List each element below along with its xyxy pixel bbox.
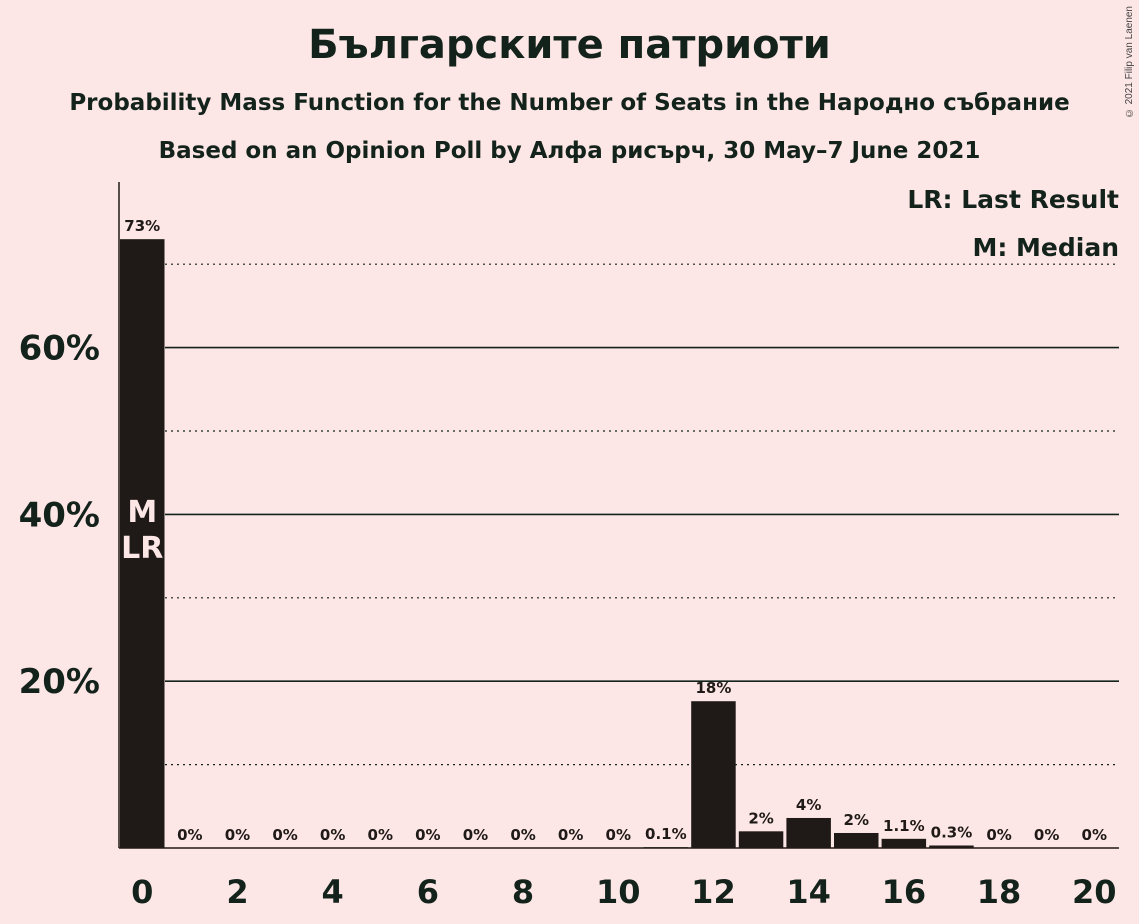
data-label: 0% — [415, 826, 440, 844]
data-label: 0% — [320, 826, 345, 844]
bar-seat-14 — [786, 817, 831, 848]
bar-seat-0 — [120, 239, 165, 848]
bar-seat-17 — [929, 845, 974, 848]
x-tick-label: 16 — [882, 873, 927, 911]
x-tick-label: 12 — [691, 873, 736, 911]
data-label: 0% — [510, 826, 535, 844]
data-label: 0% — [986, 826, 1011, 844]
x-tick-label: 2 — [226, 873, 248, 911]
data-label: 2% — [844, 811, 869, 829]
bar-seat-11 — [643, 847, 689, 848]
chart-subtitle: Probability Mass Function for the Number… — [69, 90, 1070, 116]
x-tick-label: 10 — [596, 873, 641, 911]
data-label: 0% — [606, 826, 631, 844]
last-result-marker: LR — [121, 531, 163, 566]
data-label: 0% — [272, 826, 297, 844]
data-label: 73% — [124, 217, 160, 235]
x-tick-label: 20 — [1072, 873, 1117, 911]
data-label: 0.1% — [645, 825, 687, 843]
data-label: 0.3% — [931, 823, 973, 841]
x-tick-label: 6 — [417, 873, 439, 911]
chart-source: Based on an Opinion Poll by Алфа рисърч,… — [158, 138, 981, 164]
data-label: 2% — [748, 809, 773, 827]
legend-last-result: LR: Last Result — [907, 185, 1119, 214]
x-tick-label: 8 — [512, 873, 534, 911]
data-label: 0% — [177, 826, 202, 844]
bar-seat-13 — [738, 831, 784, 848]
legend-median: M: Median — [972, 233, 1119, 262]
data-label: 4% — [796, 796, 821, 814]
x-tick-label: 14 — [786, 873, 831, 911]
x-tick-label: 18 — [977, 873, 1022, 911]
data-label: 0% — [1082, 826, 1107, 844]
x-tick-label: 4 — [322, 873, 344, 911]
data-label: 0% — [558, 826, 583, 844]
chart-title: Българските патриоти — [308, 22, 831, 68]
data-label: 0% — [368, 826, 393, 844]
data-label: 18% — [695, 679, 731, 697]
data-label: 0% — [463, 826, 488, 844]
data-label: 0% — [225, 826, 250, 844]
bar-seat-15 — [834, 832, 879, 848]
bar-seat-16 — [881, 838, 927, 848]
bar-seat-12 — [691, 701, 736, 848]
median-marker: M — [127, 495, 157, 530]
data-label: 1.1% — [883, 817, 925, 835]
x-tick-label: 0 — [131, 873, 153, 911]
y-tick-label: 20% — [19, 662, 100, 702]
y-tick-label: 40% — [19, 495, 100, 535]
data-label: 0% — [1034, 826, 1059, 844]
y-tick-label: 60% — [19, 329, 100, 369]
